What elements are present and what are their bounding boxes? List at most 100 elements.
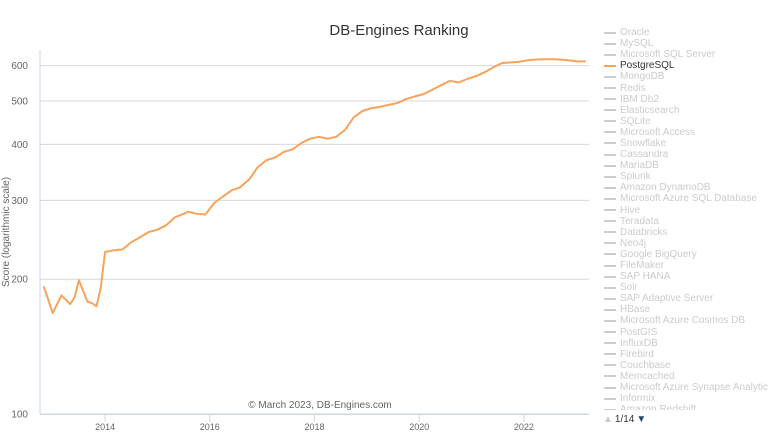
legend-label: MariaDB bbox=[620, 160, 659, 172]
x-tick-label: 2022 bbox=[514, 422, 534, 432]
legend-label: InfluxDB bbox=[620, 337, 658, 349]
legend-page-down-icon[interactable]: ▼ bbox=[636, 414, 647, 425]
legend-swatch bbox=[604, 275, 616, 278]
y-tick-labels: 100 200 300 400 500 600 bbox=[11, 61, 28, 420]
legend-item[interactable]: Google BigQuery bbox=[604, 249, 768, 260]
legend-item[interactable]: Microsoft Azure Cosmos DB bbox=[604, 315, 768, 326]
legend-item[interactable]: FileMaker bbox=[604, 260, 768, 271]
legend-label: Memcached bbox=[620, 370, 675, 382]
legend-swatch bbox=[604, 186, 616, 189]
legend-label: SQLite bbox=[620, 115, 651, 127]
legend-item[interactable]: Snowflake bbox=[604, 138, 768, 149]
legend-swatch bbox=[604, 75, 616, 78]
legend-item[interactable]: Databricks bbox=[604, 227, 768, 238]
series-line-postgresql[interactable] bbox=[43, 58, 586, 315]
legend-swatch bbox=[604, 308, 616, 311]
y-tick-label: 300 bbox=[11, 196, 28, 207]
legend-swatch bbox=[604, 164, 616, 167]
legend-swatch bbox=[604, 264, 616, 267]
legend-item[interactable]: Informix bbox=[604, 393, 768, 404]
legend-label: Snowflake bbox=[620, 137, 667, 149]
legend: Oracle MySQL Microsoft SQL Server PostgreSQ… bbox=[604, 27, 768, 410]
y-tick-label: 400 bbox=[11, 140, 28, 151]
legend-item[interactable]: Splunk bbox=[604, 171, 768, 182]
y-gridlines bbox=[40, 65, 589, 415]
legend-page-up-icon[interactable]: ▲ bbox=[603, 414, 613, 425]
legend-item[interactable]: Hive bbox=[604, 205, 768, 216]
legend-item[interactable]: IBM Db2 bbox=[604, 94, 768, 105]
legend-item[interactable]: MongoDB bbox=[604, 71, 768, 82]
series-layer bbox=[43, 58, 586, 315]
legend-label: MySQL bbox=[620, 38, 654, 50]
legend-swatch bbox=[604, 53, 616, 56]
legend-swatch bbox=[604, 253, 616, 256]
legend-item[interactable]: Solr bbox=[604, 282, 768, 293]
x-tick-label: 2020 bbox=[409, 422, 429, 432]
legend-label: Microsoft Access bbox=[620, 126, 696, 138]
legend-swatch bbox=[604, 319, 616, 322]
legend-swatch bbox=[604, 342, 616, 345]
legend-item[interactable]: Microsoft Azure SQL Database bbox=[604, 193, 768, 204]
legend-swatch bbox=[604, 397, 616, 400]
legend-item[interactable]: Couchbase bbox=[604, 360, 768, 371]
legend-item[interactable]: MariaDB bbox=[604, 160, 768, 171]
legend-label: SAP HANA bbox=[620, 271, 671, 283]
legend-swatch bbox=[604, 87, 616, 90]
legend-item[interactable]: Microsoft Access bbox=[604, 127, 768, 138]
legend-item[interactable]: Amazon DynamoDB bbox=[604, 182, 768, 193]
legend-swatch bbox=[604, 209, 616, 212]
legend-label: Microsoft Azure SQL Database bbox=[620, 193, 757, 205]
legend-item[interactable]: PostgreSQL bbox=[604, 60, 768, 71]
legend-label: Redis bbox=[620, 82, 646, 94]
credits: © March 2023, DB-Engines.com bbox=[248, 400, 392, 411]
legend-item[interactable]: MySQL bbox=[604, 38, 768, 49]
legend-label: Microsoft Azure Cosmos DB bbox=[620, 315, 746, 327]
legend-item[interactable]: HBase bbox=[604, 304, 768, 315]
legend-item[interactable]: Memcached bbox=[604, 371, 768, 382]
legend-label: Hive bbox=[620, 204, 641, 216]
legend-item[interactable]: SAP Adaptive Server bbox=[604, 293, 768, 304]
legend-label: Splunk bbox=[620, 171, 651, 183]
legend-item[interactable]: Microsoft SQL Server bbox=[604, 49, 768, 60]
legend-item[interactable]: SAP HANA bbox=[604, 271, 768, 282]
legend-swatch bbox=[604, 364, 616, 367]
legend-item[interactable]: Teradata bbox=[604, 216, 768, 227]
legend-label: Microsoft SQL Server bbox=[620, 49, 716, 61]
legend-item[interactable]: Firebird bbox=[604, 349, 768, 360]
legend-label: SAP Adaptive Server bbox=[620, 293, 714, 305]
x-tick-label: 2016 bbox=[200, 422, 220, 432]
legend-label: Cassandra bbox=[620, 149, 669, 161]
legend-label: Amazon Redshift bbox=[620, 404, 697, 410]
legend-label: PostGIS bbox=[620, 326, 658, 338]
legend-swatch bbox=[604, 353, 616, 356]
legend-swatch bbox=[604, 286, 616, 289]
legend-label: Teradata bbox=[620, 215, 659, 227]
legend-label: MongoDB bbox=[620, 71, 665, 83]
legend-item[interactable]: Microsoft Azure Synapse Analytics bbox=[604, 382, 768, 393]
legend-label: Informix bbox=[620, 393, 656, 405]
legend-item[interactable]: Elasticsearch bbox=[604, 105, 768, 116]
legend-item[interactable]: Oracle bbox=[604, 27, 768, 38]
legend-label: Couchbase bbox=[620, 359, 671, 371]
legend-label: Solr bbox=[620, 282, 638, 294]
legend-swatch bbox=[604, 175, 616, 178]
legend-item[interactable]: Cassandra bbox=[604, 149, 768, 160]
y-axis-label: Score (logarithmic scale) bbox=[1, 177, 12, 287]
legend-pager: ▲ 1/14 ▼ bbox=[603, 414, 646, 425]
legend-item[interactable]: InfluxDB bbox=[604, 338, 768, 349]
legend-label: IBM Db2 bbox=[620, 93, 659, 105]
legend-item[interactable]: SQLite bbox=[604, 116, 768, 127]
legend-label: Oracle bbox=[620, 27, 650, 39]
legend-label: PostgreSQL bbox=[620, 60, 675, 72]
y-tick-label: 600 bbox=[11, 61, 28, 72]
legend-item[interactable]: PostGIS bbox=[604, 327, 768, 338]
legend-swatch bbox=[604, 131, 616, 134]
legend-swatch bbox=[604, 64, 616, 67]
legend-item[interactable]: Amazon Redshift bbox=[604, 404, 768, 410]
legend-label: Elasticsearch bbox=[620, 104, 680, 116]
legend-label: FileMaker bbox=[620, 260, 664, 272]
legend-label: HBase bbox=[620, 304, 651, 316]
legend-item[interactable]: Redis bbox=[604, 82, 768, 94]
legend-item[interactable]: Neo4j bbox=[604, 238, 768, 249]
